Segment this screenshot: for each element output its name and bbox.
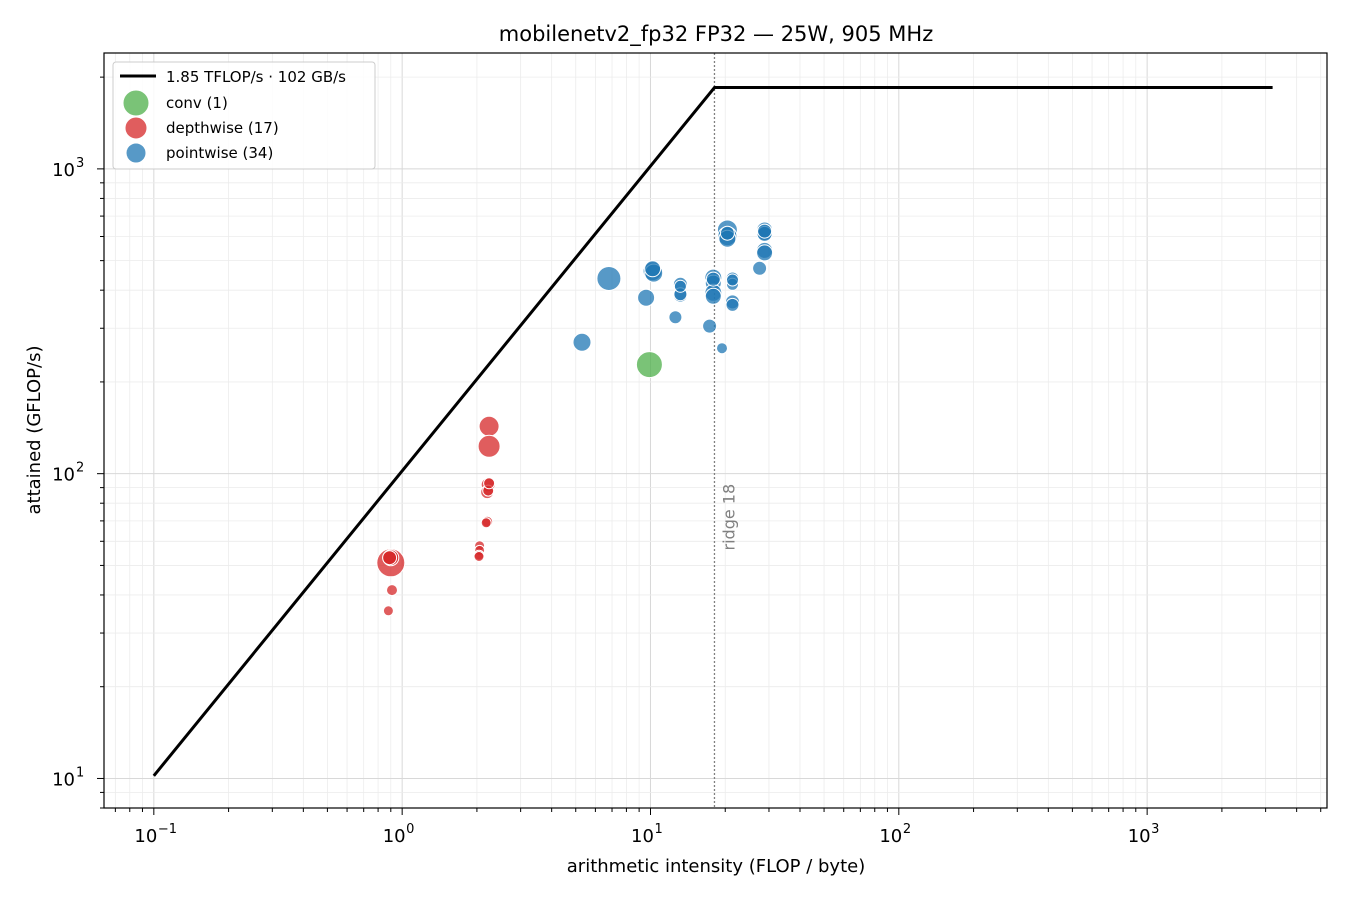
pointwise-point (668, 310, 683, 325)
y-tick-label: 10 (52, 465, 75, 486)
pointwise-point (716, 342, 728, 355)
x-tick-exponent: 0 (406, 822, 414, 837)
depthwise-point (386, 584, 398, 597)
pointwise-point (719, 225, 735, 241)
chart-title: mobilenetv2_fp32 FP32 — 25W, 905 MHz (499, 22, 933, 47)
pointwise-point (673, 279, 687, 293)
x-tick-exponent: 1 (654, 822, 662, 837)
pointwise-point (596, 266, 622, 291)
x-tick-label: 10 (383, 826, 406, 847)
x-tick-exponent: 2 (903, 822, 911, 837)
scatter-points (376, 219, 774, 617)
x-tick-label: 10 (134, 826, 157, 847)
legend-conv-swatch (122, 89, 150, 117)
legend-roofline-label: 1.85 TFLOP/s · 102 GB/s (166, 68, 346, 86)
pointwise-point (644, 260, 662, 278)
ridge-label: ridge 18 (719, 484, 738, 551)
y-axis-label: attained (GFLOP/s) (24, 345, 45, 514)
depthwise-point (483, 477, 496, 490)
x-tick-exponent: −1 (158, 822, 177, 837)
y-tick-label: 10 (52, 160, 75, 181)
legend-pointwise-swatch (125, 142, 147, 164)
pointwise-point (725, 297, 740, 312)
pointwise-point (726, 273, 739, 287)
plot-frame (103, 52, 1328, 809)
pointwise-point (637, 288, 656, 307)
legend-pointwise-label: pointwise (34) (166, 144, 273, 162)
pointwise-point (704, 287, 722, 305)
x-axis-ticks: 10 −1 10 0 10 1 10 2 10 3 (114, 808, 1322, 847)
depthwise-point (478, 415, 500, 437)
x-tick-label: 10 (1128, 826, 1151, 847)
legend: 1.85 TFLOP/s · 102 GB/s conv (1) depthwi… (112, 61, 376, 170)
depthwise-point (382, 605, 394, 617)
pointwise-point (752, 260, 768, 276)
y-tick-exponent: 2 (76, 461, 84, 476)
legend-box (112, 61, 376, 170)
legend-depthwise-label: depthwise (17) (166, 119, 279, 137)
pointwise-point (756, 244, 774, 262)
pointwise-point (702, 318, 718, 334)
x-tick-label: 10 (879, 826, 902, 847)
depthwise-point (473, 551, 485, 562)
legend-conv-label: conv (1) (166, 94, 228, 112)
y-tick-label: 10 (52, 769, 75, 790)
conv-point (635, 351, 663, 379)
depthwise-point (480, 517, 492, 529)
x-tick-exponent: 3 (1151, 822, 1159, 837)
grid (104, 53, 1327, 809)
legend-depthwise-swatch (124, 116, 148, 140)
x-axis-label: arithmetic intensity (FLOP / byte) (567, 856, 865, 877)
y-tick-exponent: 1 (76, 765, 84, 780)
roofline-line (152, 86, 1273, 777)
depthwise-point (382, 550, 398, 566)
pointwise-point (757, 223, 773, 239)
pointwise-point (705, 271, 721, 287)
depthwise-point (477, 434, 501, 458)
y-tick-exponent: 3 (76, 156, 84, 171)
x-tick-label: 10 (631, 826, 654, 847)
pointwise-point (572, 332, 592, 352)
